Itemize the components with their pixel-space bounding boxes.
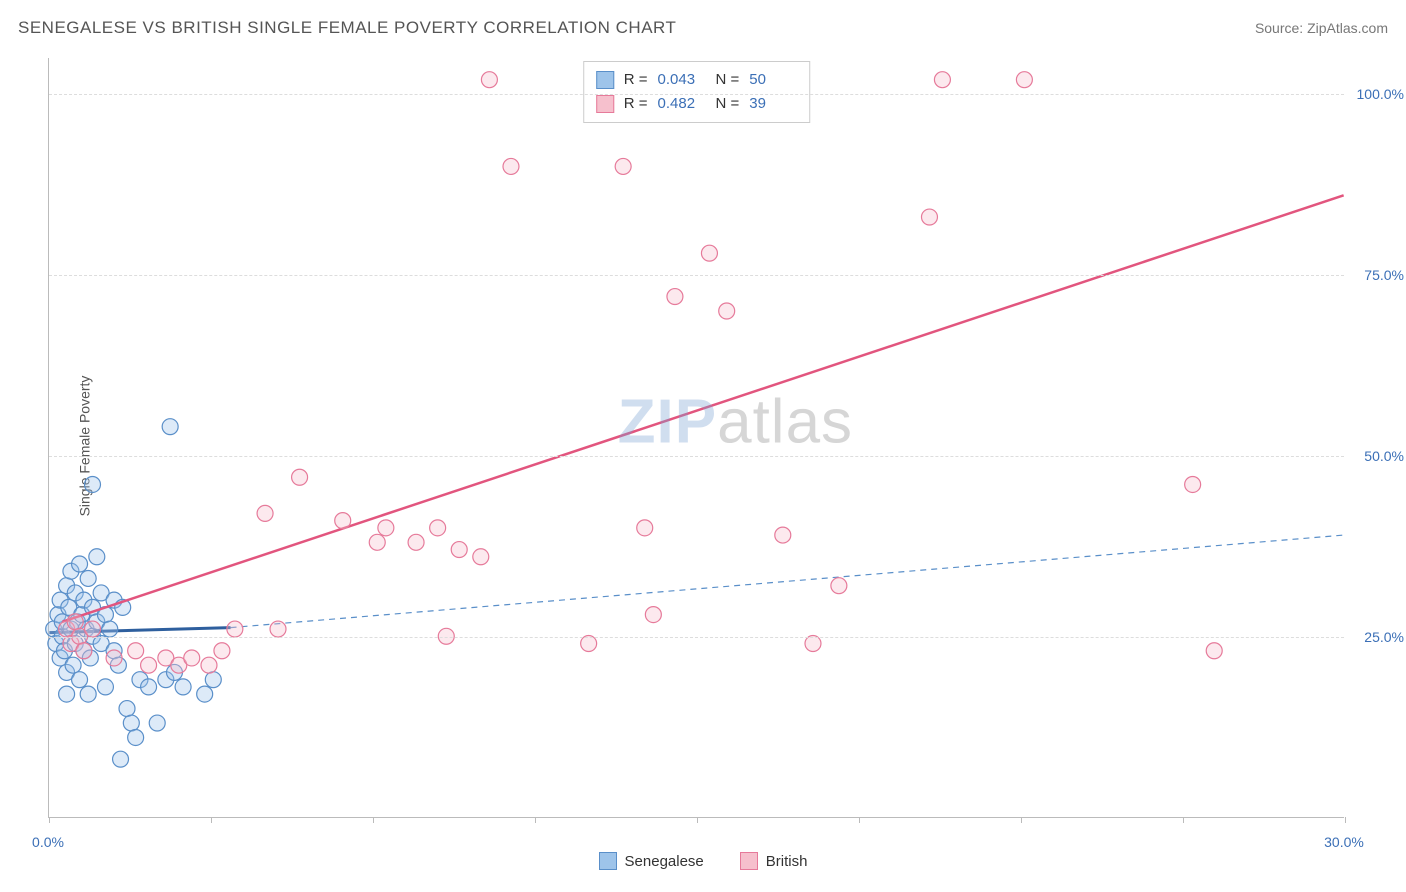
gridline [49,275,1344,276]
r-value: 0.043 [658,68,706,92]
gridline [49,637,1344,638]
legend-label: Senegalese [625,853,704,870]
x-tick [535,817,536,823]
r-value: 0.482 [658,92,706,116]
plot-area: ZIPatlas R =0.043N =50R =0.482N =39 25.0… [48,58,1344,818]
stats-swatch [596,95,614,113]
x-tick [1345,817,1346,823]
n-value: 39 [749,92,797,116]
n-label: N = [716,68,740,92]
x-tick-label: 0.0% [32,834,64,850]
x-tick [1183,817,1184,823]
gridline [49,94,1344,95]
x-tick [859,817,860,823]
x-tick [211,817,212,823]
n-value: 50 [749,68,797,92]
r-label: R = [624,92,648,116]
gridline [49,456,1344,457]
y-tick-label: 50.0% [1354,448,1404,464]
y-tick-label: 25.0% [1354,629,1404,645]
stats-row: R = 0.482 N = 39 [596,92,798,116]
chart-svg [49,58,1344,817]
x-tick-label: 30.0% [1324,834,1364,850]
y-tick-label: 100.0% [1354,86,1404,102]
legend-label: British [766,853,808,870]
header: SENEGALESE VS BRITISH SINGLE FEMALE POVE… [18,18,1388,38]
chart-container: SENEGALESE VS BRITISH SINGLE FEMALE POVE… [0,0,1406,892]
legend: Senegalese British [0,852,1406,874]
legend-swatch [599,852,617,870]
r-label: R = [624,68,648,92]
x-tick [697,817,698,823]
x-tick [1021,817,1022,823]
y-tick-label: 75.0% [1354,267,1404,283]
x-tick [49,817,50,823]
stats-swatch [596,71,614,89]
chart-title: SENEGALESE VS BRITISH SINGLE FEMALE POVE… [18,18,676,38]
n-label: N = [716,92,740,116]
stats-row: R = 0.043 N = 50 [596,68,798,92]
legend-item: Senegalese [599,852,704,870]
source-label: Source: ZipAtlas.com [1255,20,1388,36]
x-tick [373,817,374,823]
legend-swatch [740,852,758,870]
stats-box: R = 0.043 N = 50 R = 0.482 N = 39 [583,61,811,123]
legend-item: British [740,852,808,870]
